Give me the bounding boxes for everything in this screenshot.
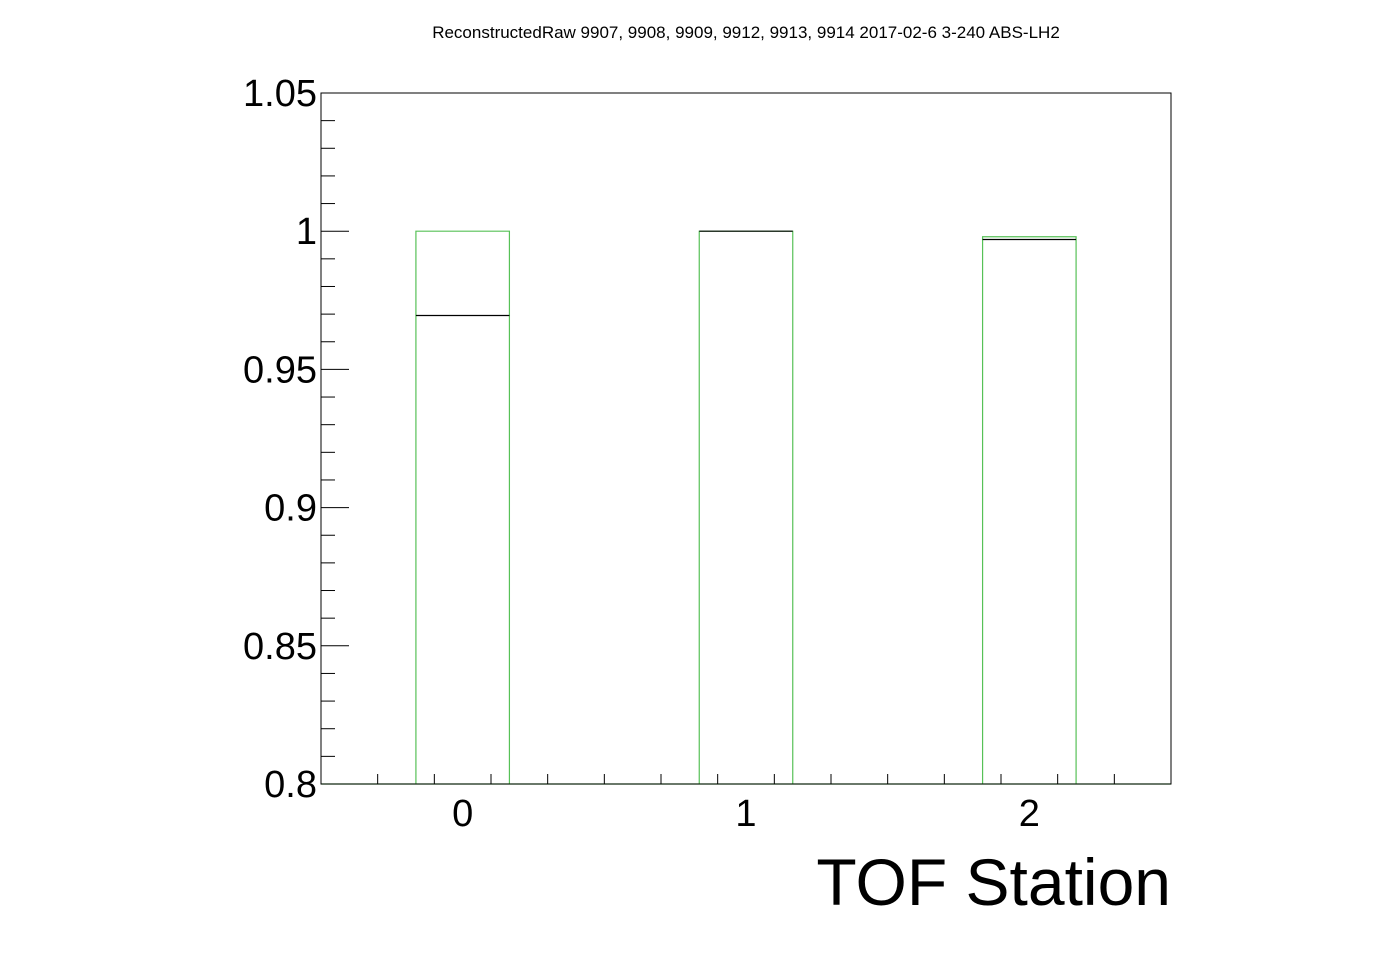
y-tick-label: 0.8 — [264, 764, 317, 806]
bar-outline-0 — [415, 230, 511, 784]
x-tick-label: 0 — [452, 793, 473, 835]
x-axis-label: TOF Station — [816, 845, 1171, 919]
bar-outline-2 — [981, 236, 1077, 784]
chart-title: ReconstructedRaw 9907, 9908, 9909, 9912,… — [432, 23, 1060, 42]
y-tick-label: 0.9 — [264, 488, 317, 530]
y-tick-label: 1 — [296, 211, 317, 253]
x-tick-label: 1 — [735, 793, 756, 835]
bar-outline-1 — [698, 230, 794, 784]
series-level-lines — [415, 230, 1077, 317]
plot-frame — [320, 92, 1172, 785]
y-tick-label: 0.85 — [243, 626, 317, 668]
x-tick-label: 2 — [1019, 793, 1040, 835]
series-outline-bars — [321, 230, 1171, 785]
y-tick-label: 0.95 — [243, 349, 317, 391]
y-axis: 0.8 0.85 0.9 0.95 1 1.05 — [243, 73, 349, 806]
x-axis: 0 1 2 — [377, 774, 1115, 835]
y-tick-label: 1.05 — [243, 73, 317, 115]
